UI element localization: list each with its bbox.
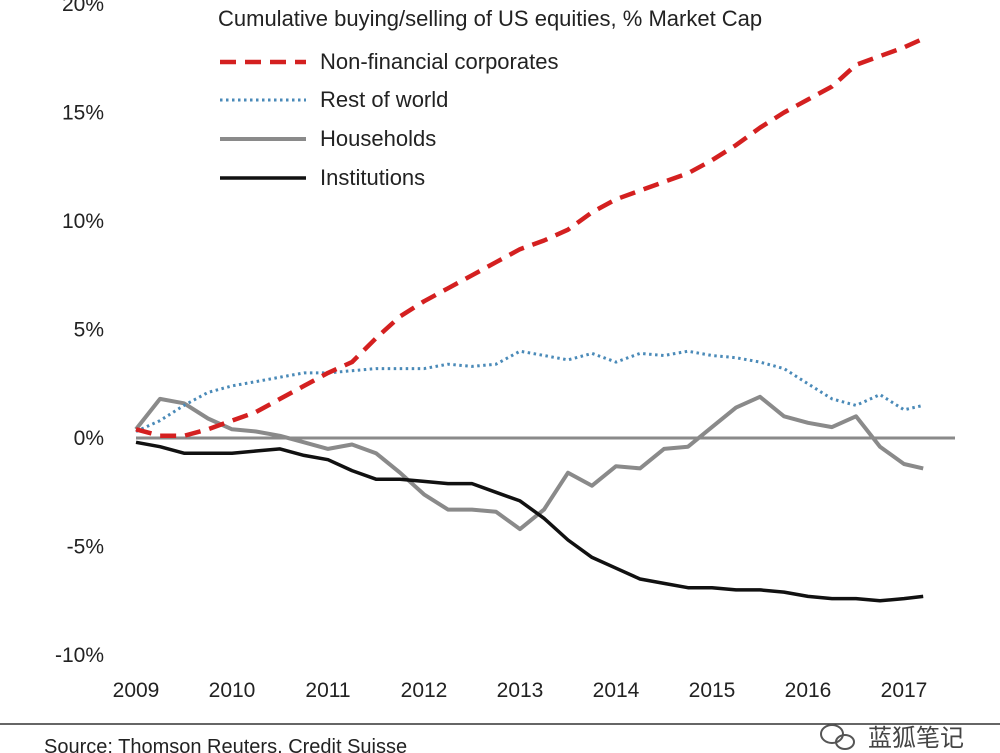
y-tick-label: -10% <box>55 644 104 667</box>
legend-label-rest-of-world: Rest of world <box>320 87 448 112</box>
x-axis-tick-labels: 2009 2010 2011 2012 2013 2014 2015 2016 2017 <box>113 679 928 702</box>
x-tick-label: 2014 <box>593 679 640 702</box>
y-axis-tick-labels: 20% 15% 10% 5% 0% -5% -10% <box>55 0 104 667</box>
series-line-institutions <box>135 440 924 603</box>
y-tick-label: 15% <box>62 102 104 125</box>
watermark-text: 蓝狐笔记 <box>868 724 964 752</box>
legend: Non-financial corporates Rest of world Hou… <box>220 49 558 190</box>
series-line-households <box>134 394 924 532</box>
legend-label-institutions: Institutions <box>320 165 425 190</box>
x-tick-label: 2015 <box>689 679 736 702</box>
legend-label-non-financial-corporates: Non-financial corporates <box>320 49 558 74</box>
x-tick-label: 2016 <box>785 679 832 702</box>
series-lines <box>134 36 925 603</box>
y-tick-label: 20% <box>62 0 104 16</box>
y-tick-label: 10% <box>62 210 104 233</box>
series-line-non-financial-corporates <box>135 36 925 439</box>
y-tick-label: 5% <box>74 319 104 342</box>
watermark: 蓝狐笔记 <box>820 724 964 752</box>
x-tick-label: 2017 <box>881 679 928 702</box>
x-tick-label: 2011 <box>305 679 350 702</box>
y-tick-label: -5% <box>67 536 104 559</box>
x-tick-label: 2012 <box>401 679 448 702</box>
y-tick-label: 0% <box>74 427 104 450</box>
source-note: Source: Thomson Reuters, Credit Suisse <box>44 736 407 753</box>
x-tick-label: 2013 <box>497 679 544 702</box>
x-tick-label: 2010 <box>209 679 256 702</box>
wechat-icon <box>820 724 855 750</box>
series-line-rest-of-world <box>135 349 924 433</box>
legend-label-households: Households <box>320 126 436 151</box>
x-tick-label: 2009 <box>113 679 160 702</box>
chart-title: Cumulative buying/selling of US equities… <box>218 6 762 31</box>
